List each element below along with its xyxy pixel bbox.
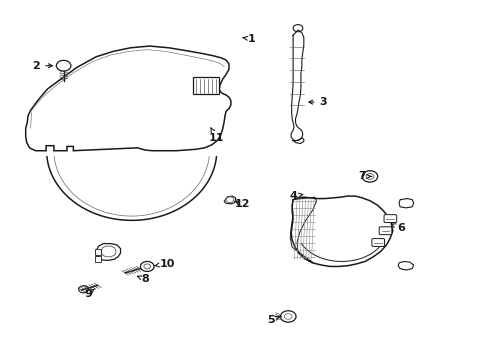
Text: 6: 6 <box>390 223 404 233</box>
Text: 10: 10 <box>154 259 175 269</box>
Text: 9: 9 <box>84 289 95 298</box>
Text: 3: 3 <box>308 97 326 107</box>
Text: 12: 12 <box>234 199 249 209</box>
Bar <box>193 77 218 94</box>
Text: 8: 8 <box>137 274 148 284</box>
Text: 1: 1 <box>242 34 255 44</box>
Bar <box>95 249 101 255</box>
Text: 7: 7 <box>358 171 371 181</box>
FancyBboxPatch shape <box>378 227 391 235</box>
Text: 2: 2 <box>33 61 52 71</box>
Text: 5: 5 <box>267 315 280 325</box>
Text: 4: 4 <box>288 191 302 201</box>
Bar <box>95 256 101 262</box>
Text: 11: 11 <box>208 127 224 143</box>
FancyBboxPatch shape <box>383 215 396 222</box>
FancyBboxPatch shape <box>371 239 384 247</box>
